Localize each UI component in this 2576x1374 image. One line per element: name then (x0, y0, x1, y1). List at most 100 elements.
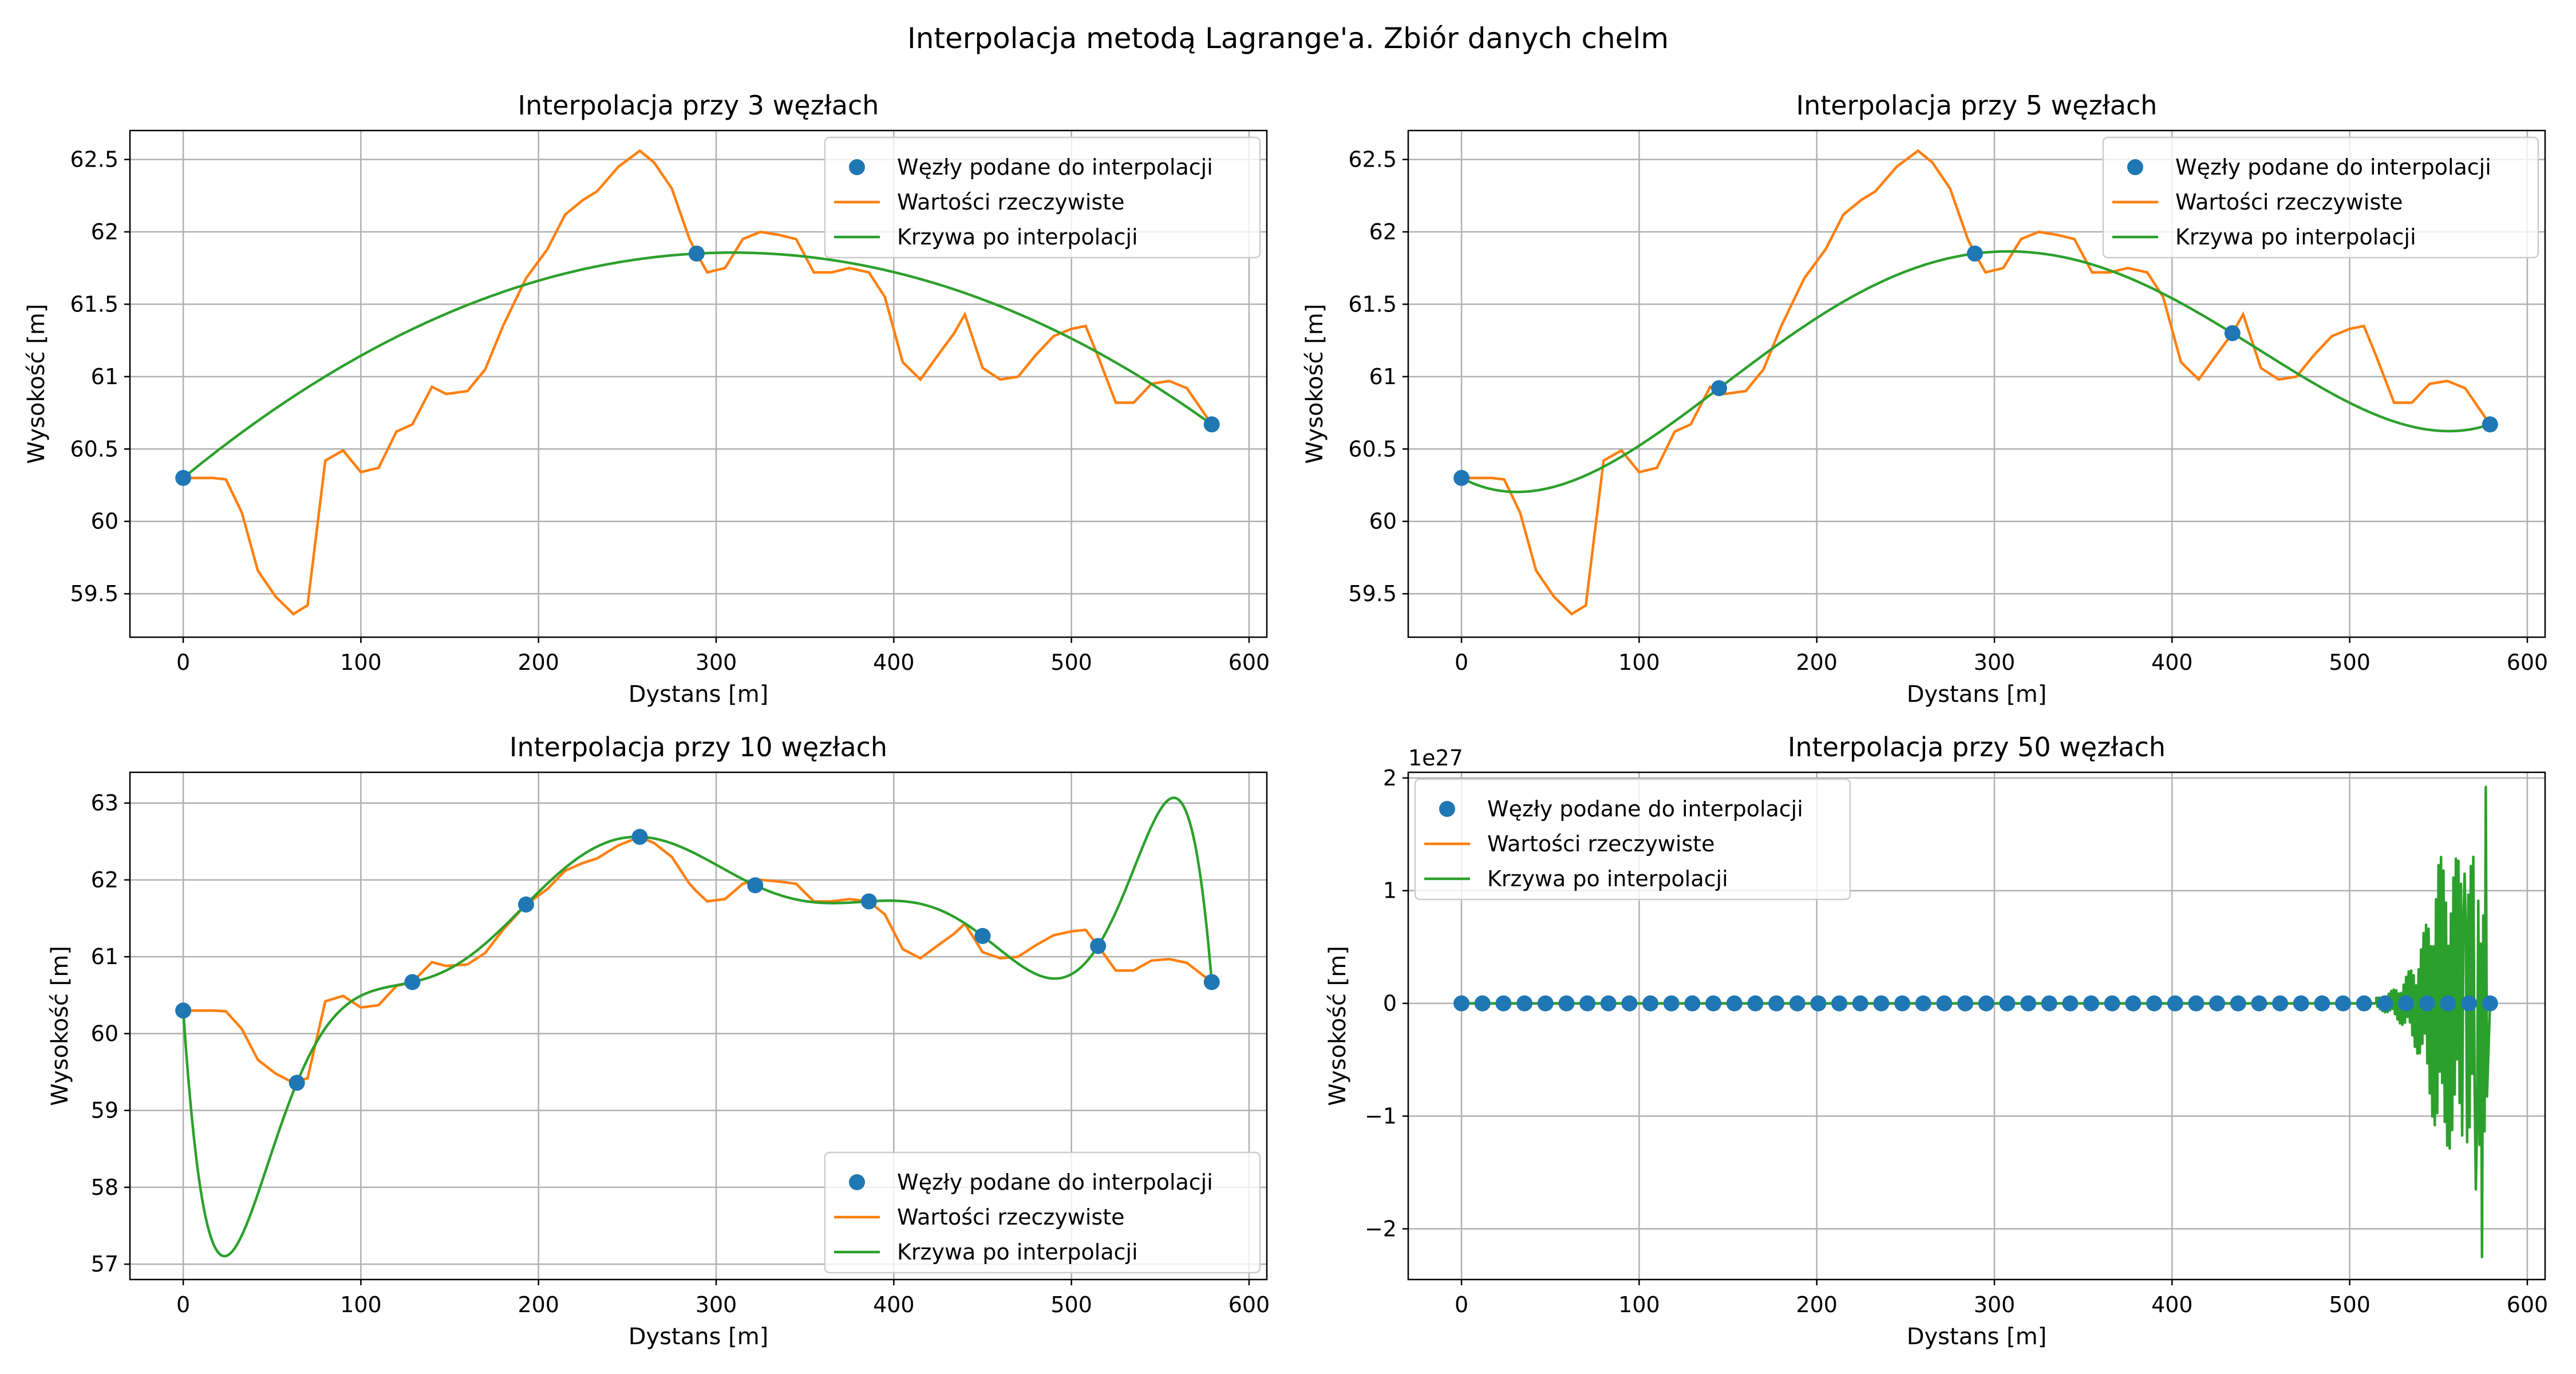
node-point (1705, 995, 1722, 1012)
node-point (1537, 995, 1554, 1012)
x-tick-label: 100 (340, 1292, 382, 1317)
x-axis-label: Dystans [m] (1907, 1324, 2047, 1350)
series-interpolation (181, 796, 1214, 1258)
node-point (1831, 995, 1848, 1012)
node-point (1558, 995, 1575, 1012)
node-point (1579, 995, 1596, 1012)
axes-frame (129, 129, 1268, 638)
node-point (2356, 995, 2372, 1012)
x-tick-label: 600 (1228, 650, 1270, 675)
chart-4: 0 100 200 300 400 500 600 −2 −1 0 1 2 Interpolacja p… (1325, 732, 2548, 1350)
node-point (1957, 995, 1974, 1012)
legend-box (2102, 136, 2539, 259)
x-tick-label: 500 (2329, 650, 2370, 675)
node-point (2083, 995, 2100, 1012)
y-tick-label: 58 (91, 1175, 118, 1200)
y-tick-label: 59.5 (1348, 581, 1397, 606)
x-tick-label: 100 (340, 650, 382, 675)
legend-nodes-marker (2127, 159, 2143, 175)
series-real-values (183, 835, 1213, 1084)
node-point (1789, 995, 1805, 1012)
node-point (688, 245, 705, 262)
legend-box (1414, 778, 1851, 901)
node-point (2314, 995, 2330, 1012)
node-point (2482, 995, 2498, 1012)
y-tick-label: 57 (91, 1251, 118, 1277)
x-tick-label: 200 (1796, 650, 1838, 675)
node-point (1894, 995, 1911, 1012)
node-point (1711, 380, 1728, 397)
chart-1: 0 100 200 300 400 500 600 59.5 60 60.5 61 61.5 62 62.… (23, 90, 1270, 708)
y-tick-label: 0 (1383, 991, 1397, 1016)
legend-interp-label: Krzywa po interpolacji (2175, 224, 2416, 250)
x-tick-label: 100 (1618, 1292, 1660, 1317)
x-tick-label: 300 (696, 650, 737, 675)
x-tick-label: 200 (1796, 1292, 1838, 1317)
chart-title: Interpolacja przy 3 węzłach (518, 90, 879, 121)
node-point (1684, 995, 1701, 1012)
node-point (2377, 995, 2393, 1012)
node-point (1936, 995, 1953, 1012)
node-point (1203, 416, 1220, 433)
node-point (2104, 995, 2120, 1012)
x-tick-label: 400 (873, 650, 915, 675)
y-tick-label: 1 (1383, 878, 1397, 903)
legend: Węzły podane do interpolacji Wartości rze… (824, 1151, 1261, 1274)
chart-title: Interpolacja przy 10 węzłach (509, 732, 887, 763)
node-point (860, 893, 877, 910)
node-point (2224, 325, 2241, 341)
node-point (1768, 995, 1785, 1012)
x-tick-label: 500 (1050, 650, 1092, 675)
node-point (2461, 995, 2478, 1012)
legend-nodes-label: Węzły podane do interpolacji (2175, 155, 2491, 180)
y-tick-label: 63 (91, 791, 118, 816)
node-point (2335, 995, 2352, 1012)
node-point (1600, 995, 1617, 1012)
y-tick-label: 61 (1369, 364, 1397, 389)
node-point (1915, 995, 1931, 1012)
node-point (2020, 995, 2037, 1012)
x-tick-label: 0 (176, 650, 190, 675)
node-point (1090, 938, 1107, 954)
x-tick-label: 600 (1228, 1292, 1270, 1317)
node-point (2146, 995, 2163, 1012)
legend-nodes-marker (849, 1174, 865, 1190)
node-point (517, 896, 534, 913)
node-point (1810, 995, 1827, 1012)
node-point (1726, 995, 1743, 1012)
axes-frame (1407, 771, 2546, 1281)
x-tick-label: 300 (696, 1292, 737, 1317)
x-tick-label: 600 (2507, 650, 2549, 675)
node-point (2398, 995, 2415, 1012)
node-point (289, 1075, 305, 1091)
legend-real-label: Wartości rzeczywiste (2175, 189, 2403, 215)
node-point (1999, 995, 2016, 1012)
x-tick-label: 300 (1974, 1292, 2016, 1317)
legend-box (824, 136, 1261, 259)
node-point (1747, 995, 1764, 1012)
legend-interp-label: Krzywa po interpolacji (897, 224, 1138, 250)
node-point (175, 1002, 192, 1019)
node-point (2209, 995, 2226, 1012)
chart-title: Interpolacja przy 50 węzłach (1788, 732, 2166, 763)
node-point (2230, 995, 2246, 1012)
legend-nodes-marker (849, 159, 865, 175)
legend-real-label: Wartości rzeczywiste (897, 189, 1125, 215)
x-axis-label: Dystans [m] (629, 681, 769, 708)
y-tick-label: −2 (1365, 1216, 1397, 1241)
x-tick-label: 600 (2507, 1292, 2549, 1317)
legend-box (824, 1151, 1261, 1274)
x-tick-label: 300 (1974, 650, 2016, 675)
x-tick-label: 100 (1618, 650, 1660, 675)
x-axis-label: Dystans [m] (1907, 681, 2047, 708)
chart-3: 0 100 200 300 400 500 600 57 58 59 60 61 62 63 Interpo… (47, 732, 1270, 1350)
node-point (2062, 995, 2079, 1012)
axes-frame (1407, 129, 2546, 638)
y-tick-label: 62.5 (1348, 147, 1397, 172)
chart-title: Interpolacja przy 5 węzłach (1796, 90, 2158, 121)
node-point (1873, 995, 1890, 1012)
node-point (1495, 995, 1512, 1012)
legend-nodes-label: Węzły podane do interpolacji (1487, 796, 1803, 822)
axes-frame (129, 771, 1268, 1281)
